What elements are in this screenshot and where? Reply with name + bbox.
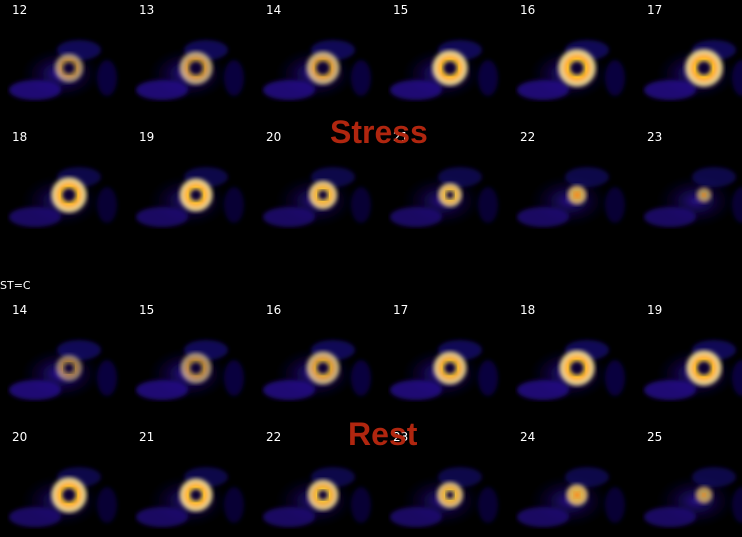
slice-label: 16 bbox=[266, 303, 282, 317]
stress-heading: Stress bbox=[330, 114, 428, 150]
slice-label: 16 bbox=[520, 3, 536, 17]
scan-slice-image bbox=[515, 34, 642, 102]
slice-label: 15 bbox=[393, 3, 409, 17]
scan-slice-image bbox=[7, 161, 134, 229]
slice-label: 13 bbox=[139, 3, 155, 17]
slice-label: 20 bbox=[266, 130, 282, 144]
scan-slice-image bbox=[515, 334, 642, 402]
scan-slice-image bbox=[515, 161, 642, 229]
rest-heading: Rest bbox=[348, 416, 418, 452]
scan-slice-image bbox=[134, 334, 261, 402]
scan-slice-image bbox=[261, 161, 388, 229]
scan-slice-image bbox=[134, 34, 261, 102]
slice-label: 19 bbox=[647, 303, 663, 317]
scan-slice-image bbox=[642, 161, 742, 229]
scan-slice-image bbox=[388, 334, 515, 402]
slice-label: 21 bbox=[393, 130, 409, 144]
slice-label: 12 bbox=[12, 3, 28, 17]
slice-label: 25 bbox=[647, 430, 663, 444]
scan-slice-image bbox=[134, 461, 261, 529]
scan-slice-image bbox=[7, 34, 134, 102]
slice-label: 24 bbox=[520, 430, 536, 444]
scan-slice-image bbox=[388, 161, 515, 229]
slice-label: 19 bbox=[139, 130, 155, 144]
slice-label: 17 bbox=[393, 303, 409, 317]
scan-slice-image bbox=[134, 161, 261, 229]
scan-slice-image bbox=[388, 461, 515, 529]
scan-slice-image bbox=[388, 34, 515, 102]
slice-label: 14 bbox=[266, 3, 282, 17]
slice-label: 23 bbox=[647, 130, 663, 144]
scan-slice-image bbox=[642, 34, 742, 102]
slice-label: 15 bbox=[139, 303, 155, 317]
slice-label: 22 bbox=[266, 430, 282, 444]
side-label: ST=C bbox=[0, 279, 31, 292]
scan-slice-image bbox=[261, 334, 388, 402]
slice-label: 23 bbox=[393, 430, 409, 444]
slice-label: 18 bbox=[520, 303, 536, 317]
slice-label: 21 bbox=[139, 430, 155, 444]
scan-slice-image bbox=[7, 334, 134, 402]
slice-label: 22 bbox=[520, 130, 536, 144]
slice-label: 18 bbox=[12, 130, 28, 144]
slice-label: 14 bbox=[12, 303, 28, 317]
scan-slice-image bbox=[642, 334, 742, 402]
scan-slice-image bbox=[7, 461, 134, 529]
scan-slice-image bbox=[642, 461, 742, 529]
slice-label: 20 bbox=[12, 430, 28, 444]
scan-slice-image bbox=[261, 34, 388, 102]
scan-slice-image bbox=[261, 461, 388, 529]
scan-slice-image bbox=[515, 461, 642, 529]
slice-label: 17 bbox=[647, 3, 663, 17]
